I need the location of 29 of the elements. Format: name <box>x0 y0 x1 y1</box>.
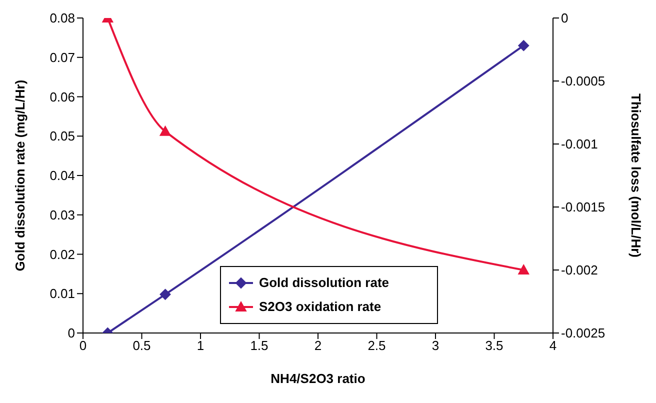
y-tick-label: 0.07 <box>50 50 75 65</box>
y-tick-label: 0 <box>68 326 75 341</box>
y-tick-label: 0.02 <box>50 246 75 262</box>
y2-axis-title: Thiosulfate loss (mol/L/Hr) <box>628 94 644 258</box>
x-tick-label: 1 <box>196 338 204 354</box>
y2-tick-label: -0.002 <box>561 262 598 278</box>
y-tick-label: 0.04 <box>50 168 75 184</box>
y-tick-label: 0.08 <box>50 10 75 26</box>
x-tick-label: 0 <box>79 338 87 354</box>
x-tick-label: 1.5 <box>250 338 268 354</box>
y2-tick-label: -0.0015 <box>561 200 606 215</box>
y-tick-label: 0.05 <box>50 128 75 144</box>
x-axis-title: NH4/S2O3 ratio <box>270 371 366 386</box>
x-tick-label: 2 <box>314 338 322 354</box>
y2-tick-label: -0.0025 <box>561 326 606 341</box>
x-tick-label: 3.5 <box>485 338 504 354</box>
y-tick-label: 0.06 <box>50 89 75 104</box>
y-tick-label: 0.01 <box>50 286 75 302</box>
legend-label: Gold dissolution rate <box>259 274 390 292</box>
y2-tick-label: -0.0005 <box>561 74 606 89</box>
x-tick-label: 2.5 <box>368 338 386 354</box>
y-axis-title: Gold dissolution rate (mg/L/Hr) <box>12 80 28 272</box>
y-tick-label: 0.03 <box>50 207 75 222</box>
y2-tick-label: -0.001 <box>561 136 598 152</box>
x-tick-label: 3 <box>432 338 440 354</box>
x-tick-label: 0.5 <box>132 338 151 354</box>
x-tick-label: 4 <box>549 338 557 354</box>
y2-tick-label: 0 <box>561 10 568 26</box>
legend-label: S2O3 oxidation rate <box>259 298 382 316</box>
